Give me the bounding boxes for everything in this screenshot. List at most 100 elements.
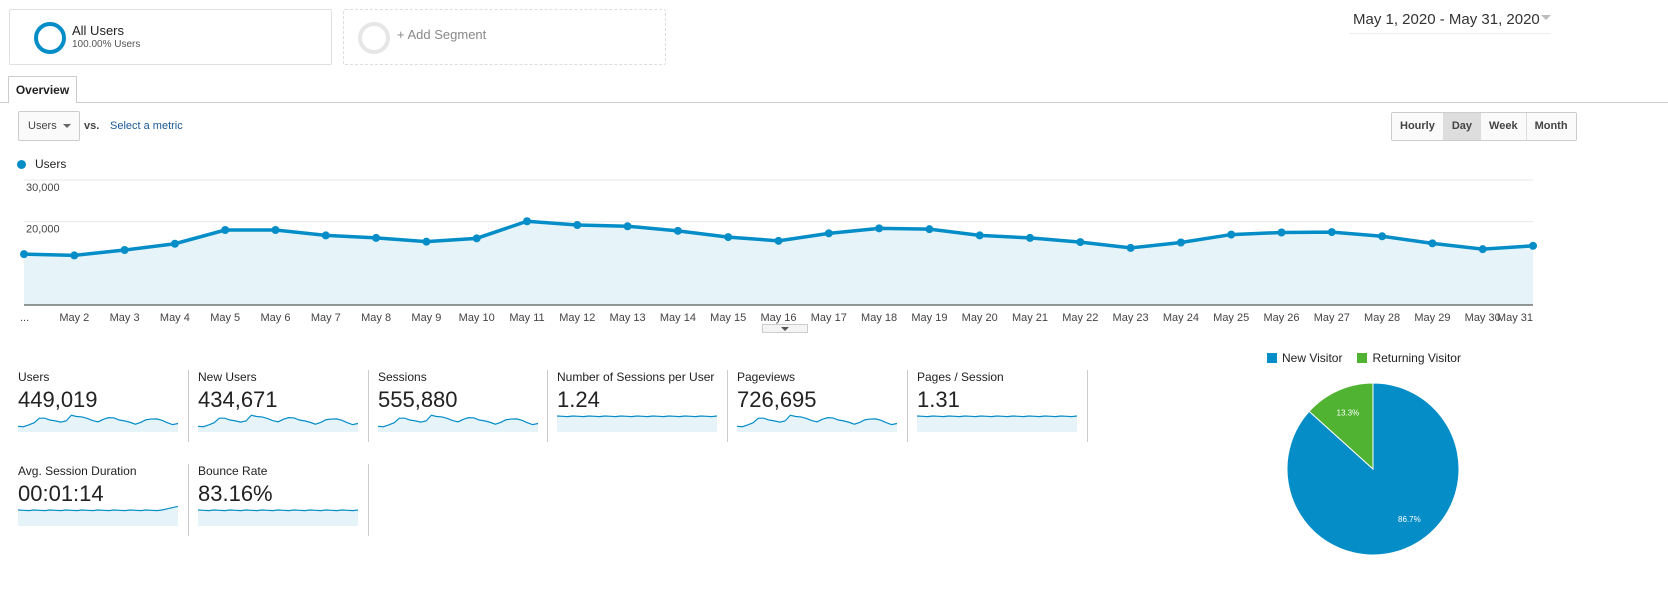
date-range: May 1, 2020 - May 31, 2020 (1353, 11, 1540, 28)
data-point[interactable] (1227, 230, 1236, 239)
metric-sessions[interactable]: Sessions 555,880 (378, 370, 558, 440)
pie-legend: New Visitor Returning Visitor (1267, 351, 1461, 365)
data-point[interactable] (422, 237, 431, 246)
data-point[interactable] (120, 246, 129, 254)
x-tick-label: May 25 (1213, 312, 1249, 324)
date-range-picker[interactable]: May 1, 2020 - May 31, 2020 (1349, 9, 1551, 34)
x-tick-label: May 2 (59, 312, 89, 324)
data-point[interactable] (824, 229, 833, 238)
x-tick-label: May 14 (660, 312, 696, 324)
data-point[interactable] (925, 225, 934, 234)
sparkline (18, 505, 178, 526)
x-tick-label: ... (20, 312, 29, 324)
hourly-button[interactable]: Hourly (1392, 113, 1444, 140)
data-point[interactable] (170, 239, 179, 248)
data-point[interactable] (70, 251, 79, 260)
metric-value: 434,671 (198, 387, 278, 412)
x-tick-label: May 6 (261, 312, 291, 324)
data-point[interactable] (1428, 239, 1437, 248)
sparkline (378, 414, 538, 432)
data-point[interactable] (774, 236, 783, 245)
y-tick-label: 20,000 (26, 224, 60, 236)
data-point[interactable] (472, 234, 481, 243)
metric-divider (188, 464, 189, 536)
metric-avg-session-duration[interactable]: Avg. Session Duration 00:01:14 (18, 464, 198, 534)
x-tick-label: May 9 (411, 312, 441, 324)
x-tick-label: May 17 (811, 312, 847, 324)
metric-divider (907, 370, 908, 442)
metric-label: Bounce Rate (198, 464, 268, 478)
day-button[interactable]: Day (1443, 113, 1482, 140)
week-button[interactable]: Week (1481, 113, 1527, 140)
segment-all-users[interactable]: All Users 100.00% Users (9, 9, 332, 65)
data-point[interactable] (1529, 241, 1537, 250)
metric-pageviews[interactable]: Pageviews 726,695 (737, 370, 917, 440)
x-tick-label: May 20 (962, 312, 998, 324)
data-point[interactable] (20, 250, 28, 259)
metric-divider (368, 464, 369, 536)
x-tick-label: May 27 (1314, 312, 1350, 324)
pie-label: 86.7% (1398, 515, 1421, 524)
data-point[interactable] (1478, 245, 1487, 254)
data-point[interactable] (1176, 238, 1185, 247)
legend-dot-icon (17, 159, 26, 169)
pie-label: 13.3% (1337, 408, 1360, 417)
metric-divider (727, 370, 728, 442)
tab-overview[interactable]: Overview (8, 76, 77, 103)
segment-ring-icon (34, 22, 66, 54)
chart-collapse-handle[interactable] (762, 324, 808, 333)
x-tick-label: May 31 (1497, 312, 1533, 324)
metric-label: Number of Sessions per User (557, 370, 715, 384)
data-point[interactable] (1327, 228, 1336, 237)
sparkline (198, 509, 358, 526)
data-point[interactable] (271, 226, 280, 234)
area-fill (24, 221, 1533, 305)
data-point[interactable] (673, 226, 682, 235)
data-point[interactable] (221, 226, 230, 234)
metric-divider (368, 370, 369, 442)
x-tick-label: May 24 (1163, 312, 1199, 324)
x-tick-label: May 5 (210, 312, 240, 324)
metric-users[interactable]: Users 449,019 (18, 370, 198, 440)
sparkline (18, 414, 178, 432)
data-point[interactable] (1026, 233, 1034, 242)
month-button[interactable]: Month (1526, 113, 1576, 140)
metric-value: 83.16% (198, 481, 273, 506)
data-point[interactable] (875, 224, 884, 233)
add-segment-button[interactable]: + Add Segment (343, 9, 666, 65)
metric-select[interactable]: Users (18, 111, 80, 141)
data-point[interactable] (1378, 232, 1387, 241)
data-point[interactable] (1126, 243, 1135, 252)
metric-bounce-rate[interactable]: Bounce Rate 83.16% (198, 464, 378, 534)
chevron-down-icon (63, 124, 71, 128)
x-tick-label: May 19 (911, 312, 947, 324)
data-point[interactable] (1277, 228, 1286, 237)
select-metric-link[interactable]: Select a metric (110, 120, 183, 132)
metric-label: Users (18, 370, 50, 384)
x-tick-label: May 30 (1465, 312, 1501, 324)
metric-pages-session[interactable]: Pages / Session 1.31 (917, 370, 1097, 440)
x-tick-label: May 22 (1062, 312, 1098, 324)
sparkline (737, 414, 897, 432)
data-point[interactable] (724, 233, 733, 242)
metric-number-of-sessions-per-user[interactable]: Number of Sessions per User 1.24 (557, 370, 737, 440)
x-tick-label: May 16 (760, 312, 796, 324)
pie-slice-returning-visitor[interactable] (1308, 382, 1374, 471)
data-point[interactable] (1076, 238, 1085, 247)
x-tick-label: May 15 (710, 312, 746, 324)
data-point[interactable] (523, 217, 531, 226)
data-point[interactable] (372, 233, 381, 242)
data-point[interactable] (975, 231, 984, 240)
data-point[interactable] (321, 231, 330, 240)
metric-value: 555,880 (378, 387, 458, 412)
legend-returning-visitor: Returning Visitor (1372, 351, 1461, 365)
data-point[interactable] (573, 221, 582, 229)
add-segment-label: + Add Segment (397, 27, 487, 42)
legend-swatch-icon (1357, 353, 1368, 363)
data-point[interactable] (623, 222, 632, 231)
x-tick-label: May 7 (311, 312, 341, 324)
metric-value: 1.24 (557, 387, 600, 412)
metric-divider (188, 370, 189, 442)
metric-new-users[interactable]: New Users 434,671 (198, 370, 378, 440)
legend-label: Users (35, 157, 67, 171)
